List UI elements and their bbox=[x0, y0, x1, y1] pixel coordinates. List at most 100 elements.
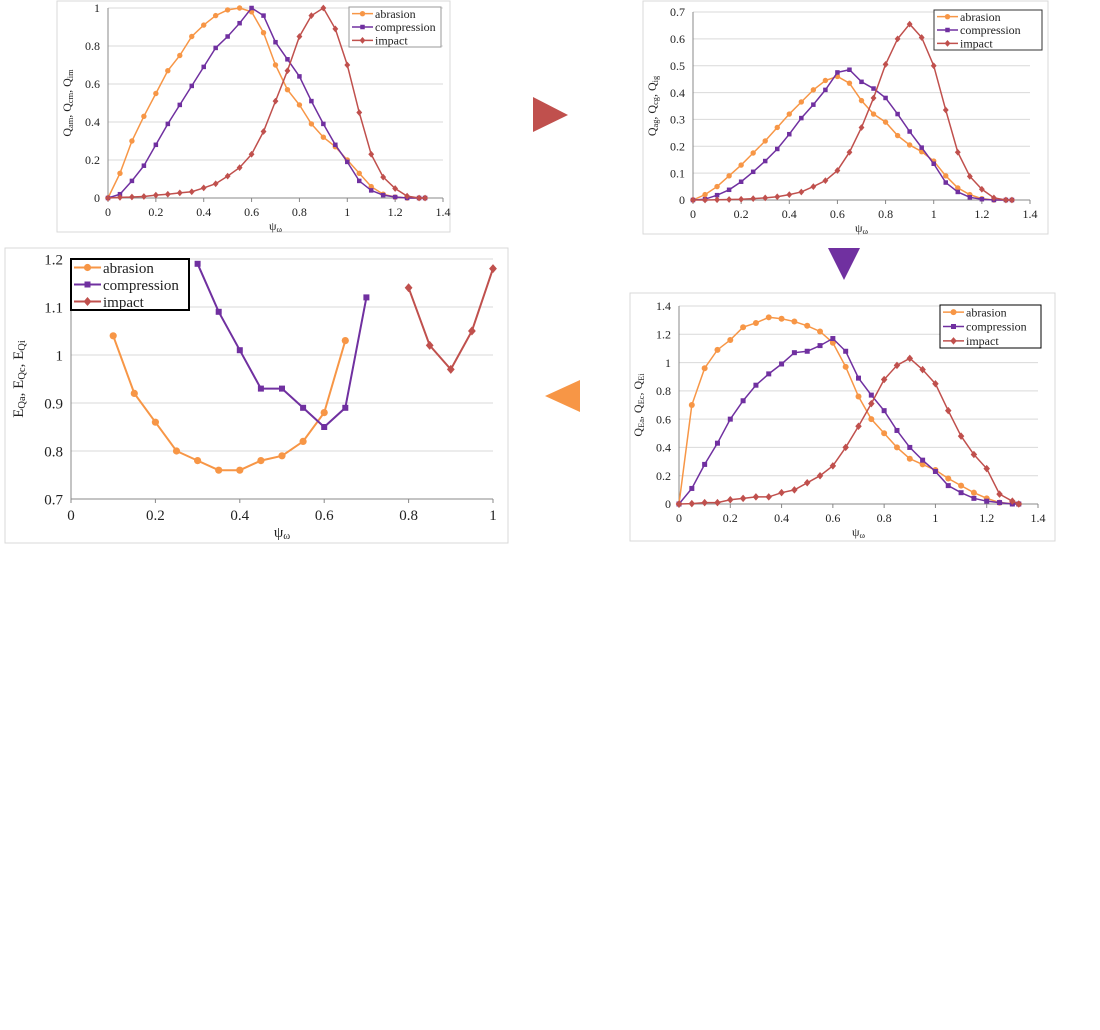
x-tick-label: 1 bbox=[489, 508, 497, 524]
x-axis-label: ψω bbox=[855, 221, 869, 236]
impact-point bbox=[675, 500, 683, 508]
compression-point bbox=[762, 158, 768, 164]
series-impact bbox=[105, 4, 428, 202]
impact-point bbox=[858, 124, 865, 131]
y-tick-label: 0.7 bbox=[44, 492, 63, 508]
abrasion-point bbox=[320, 409, 328, 417]
impact-point bbox=[932, 380, 939, 388]
y-tick-label: 0.1 bbox=[670, 166, 685, 180]
impact-point bbox=[446, 364, 455, 374]
x-tick-label: 1.4 bbox=[1031, 511, 1046, 525]
abrasion-point bbox=[870, 111, 877, 117]
abrasion-point bbox=[762, 138, 768, 144]
abrasion-point bbox=[212, 12, 219, 19]
impact-point bbox=[489, 264, 497, 274]
arrow-left-icon bbox=[545, 380, 580, 412]
abrasion-point bbox=[786, 111, 792, 117]
impact-point bbox=[422, 194, 428, 202]
compression-point bbox=[835, 70, 840, 75]
y-axis-label: QEa, QEc, QEi bbox=[631, 373, 646, 437]
x-tick-label: 0.6 bbox=[244, 205, 259, 219]
legend-marker-compression bbox=[360, 24, 365, 30]
legend-label-compression: compression bbox=[375, 20, 436, 34]
impact-point bbox=[332, 25, 339, 33]
compression-point bbox=[881, 408, 887, 414]
abrasion-line bbox=[112, 335, 347, 472]
compression-point bbox=[225, 34, 230, 39]
impact-line bbox=[678, 357, 1020, 505]
abrasion-point bbox=[846, 80, 853, 86]
series-impact bbox=[675, 354, 1023, 508]
compression-point bbox=[189, 83, 194, 89]
impact-point bbox=[822, 177, 829, 185]
abrasion-point bbox=[117, 170, 123, 176]
abrasion-point bbox=[958, 482, 965, 489]
compression-point bbox=[714, 440, 720, 446]
impact-point bbox=[105, 194, 111, 202]
y-tick-label: 1.2 bbox=[656, 327, 671, 341]
compression-point bbox=[129, 178, 135, 184]
x-axis-label: ψω bbox=[274, 525, 290, 542]
impact-point bbox=[308, 12, 315, 19]
y-tick-label: 0.4 bbox=[670, 86, 685, 100]
impact-point bbox=[786, 191, 793, 199]
legend-marker-compression bbox=[945, 27, 950, 33]
abrasion-point bbox=[272, 62, 279, 68]
abrasion-point bbox=[945, 475, 952, 482]
compression-point bbox=[804, 348, 810, 354]
series-impact bbox=[690, 20, 1015, 204]
impact-point bbox=[945, 406, 952, 415]
abrasion-point bbox=[855, 393, 862, 400]
legend-label-compression: compression bbox=[960, 23, 1021, 37]
compression-point bbox=[868, 392, 874, 398]
series-compression bbox=[676, 336, 1022, 507]
x-tick-label: 0.4 bbox=[782, 207, 797, 221]
impact-point bbox=[188, 188, 195, 196]
y-tick-label: 0.8 bbox=[656, 384, 671, 398]
x-tick-label: 0.4 bbox=[196, 205, 211, 219]
compression-point bbox=[380, 192, 386, 198]
impact-point bbox=[1009, 196, 1015, 204]
impact-point bbox=[714, 196, 720, 204]
impact-point bbox=[906, 20, 913, 28]
impact-point bbox=[774, 193, 781, 201]
compression-point bbox=[871, 86, 876, 91]
compression-point bbox=[907, 129, 912, 134]
abrasion-point bbox=[791, 318, 798, 325]
series-compression bbox=[690, 67, 1015, 203]
compression-point bbox=[300, 404, 307, 411]
abrasion-point bbox=[810, 87, 817, 93]
x-tick-label: 1 bbox=[932, 511, 938, 525]
impact-point bbox=[810, 183, 817, 190]
abrasion-point bbox=[726, 173, 732, 179]
compression-point bbox=[945, 483, 951, 489]
legend-marker-abrasion bbox=[950, 309, 957, 316]
compression-point bbox=[997, 500, 1003, 506]
compression-point bbox=[194, 260, 201, 267]
chart-2: 0 0.1 0.2 0.3 0.4 0.5 0.6 0.7 0 0.2 0.4 0.6 0.8 1 1.2 1… bbox=[642, 0, 1049, 236]
abrasion-point bbox=[868, 416, 875, 423]
impact-point bbox=[260, 128, 267, 135]
impact-point bbox=[248, 150, 255, 158]
impact-point bbox=[778, 488, 785, 497]
abrasion-point bbox=[341, 337, 349, 345]
impact-point bbox=[990, 194, 997, 202]
compression-point bbox=[920, 457, 926, 463]
compression-point bbox=[883, 95, 888, 101]
abrasion-point bbox=[919, 461, 926, 468]
compression-point bbox=[345, 159, 350, 165]
y-tick-label: 0.3 bbox=[670, 113, 685, 127]
abrasion-point bbox=[688, 402, 695, 408]
abrasion-point bbox=[727, 336, 734, 343]
abrasion-point bbox=[299, 437, 307, 445]
series-compression bbox=[194, 260, 370, 430]
abrasion-point bbox=[141, 113, 147, 120]
compression-point bbox=[859, 79, 864, 85]
impact-point bbox=[942, 106, 949, 114]
y-axis-label: Qag, Qcg, Qig bbox=[645, 75, 660, 136]
abrasion-point bbox=[906, 142, 913, 148]
x-tick-label: 0.6 bbox=[315, 508, 334, 524]
compression-point bbox=[895, 111, 900, 117]
